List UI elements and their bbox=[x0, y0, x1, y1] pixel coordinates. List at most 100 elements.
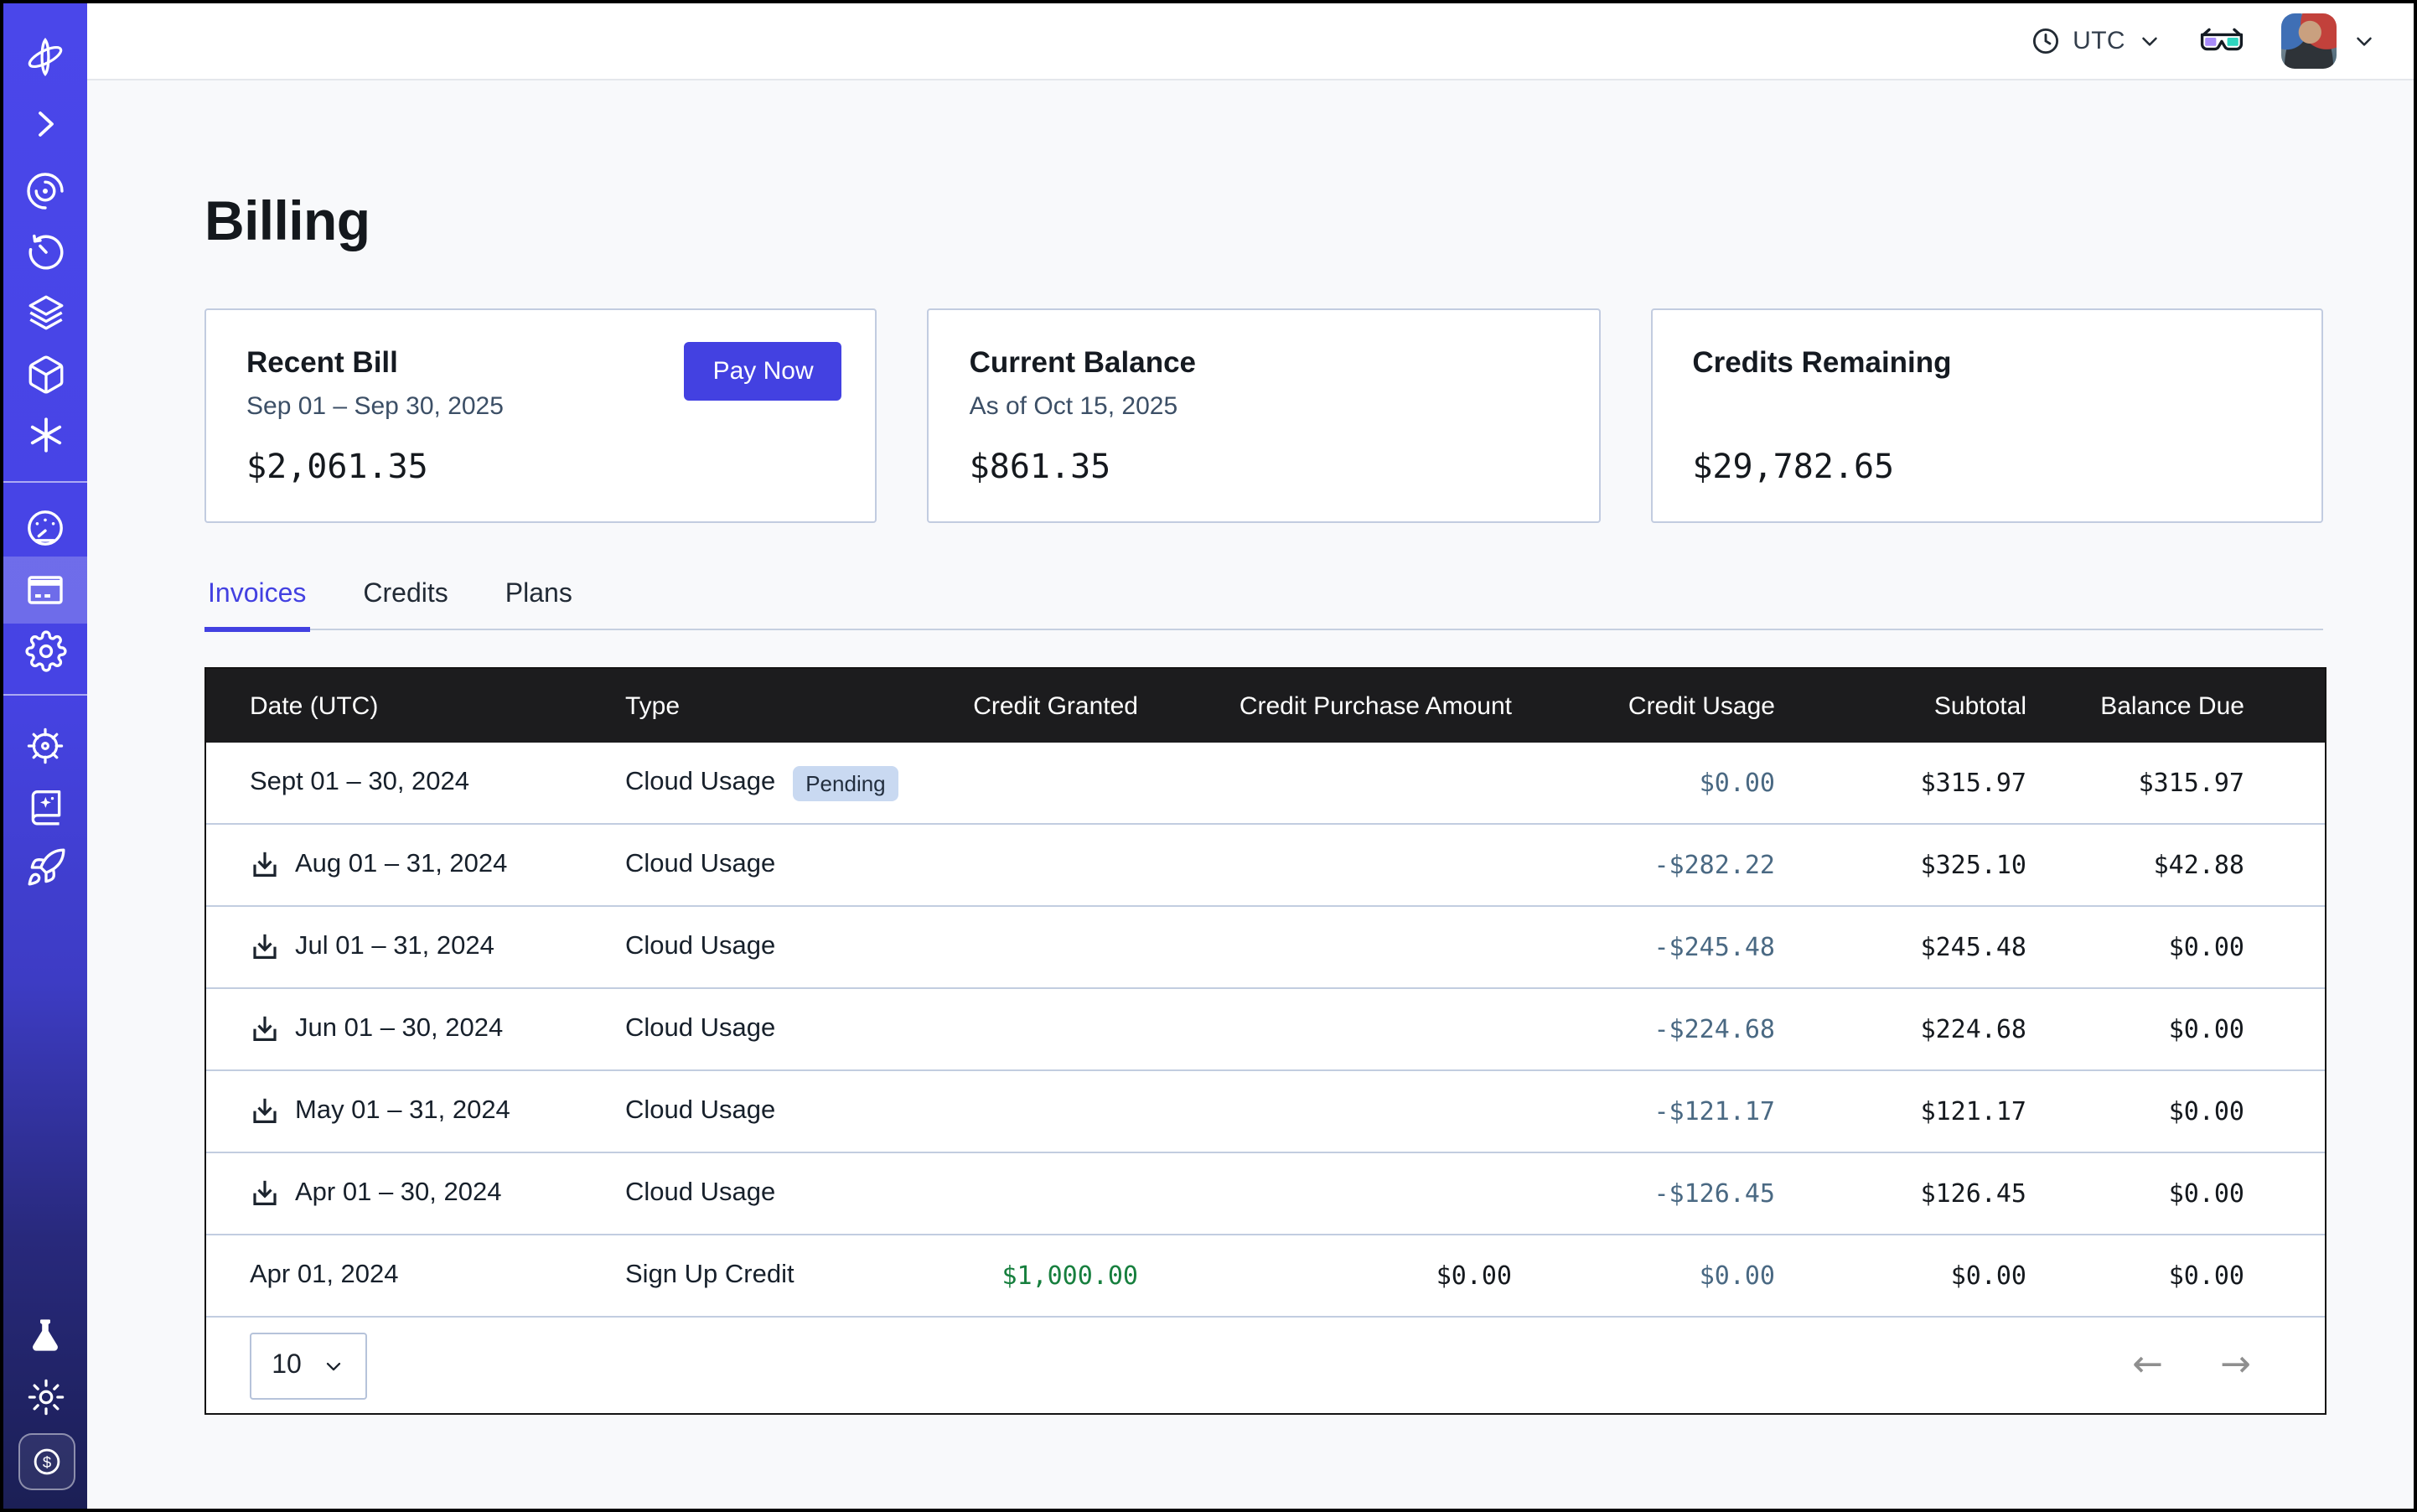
invoice-date-cell: Sept 01 – 30, 2024 bbox=[206, 768, 625, 798]
balance-due-value: $0.00 bbox=[2168, 1178, 2244, 1209]
billing-tabs: Invoices Credits Plans bbox=[204, 580, 2323, 632]
card-title: Current Balance bbox=[969, 345, 1197, 379]
brand-orbit-icon[interactable] bbox=[3, 28, 87, 85]
billing-card-icon[interactable] bbox=[3, 562, 87, 619]
page-size-value: 10 bbox=[272, 1350, 302, 1379]
invoice-type: Cloud Usage bbox=[625, 850, 776, 878]
flask-icon[interactable] bbox=[3, 1307, 87, 1364]
invoice-type: Cloud Usage bbox=[625, 1178, 776, 1207]
invoice-type-cell: Cloud Usage bbox=[625, 932, 944, 962]
history-timer-icon[interactable] bbox=[3, 223, 87, 280]
table-row: Apr 01 – 30, 2024 Cloud Usage -$126.45 $126… bbox=[206, 1153, 2325, 1235]
sidebar-divider bbox=[3, 694, 87, 696]
credit-granted-value: $1,000.00 bbox=[1001, 1261, 1138, 1291]
table-row: Jun 01 – 30, 2024 Cloud Usage -$224.68 $224… bbox=[206, 989, 2325, 1071]
balance-due-value: $0.00 bbox=[2168, 1014, 2244, 1044]
card-subtitle: As of Oct 15, 2025 bbox=[969, 392, 1178, 421]
invoice-date-cell: Jul 01 – 31, 2024 bbox=[206, 932, 625, 962]
download-invoice-icon[interactable] bbox=[250, 850, 280, 880]
table-row: Aug 01 – 31, 2024 Cloud Usage -$282.22 $325… bbox=[206, 825, 2325, 907]
col-date: Date (UTC) bbox=[250, 691, 379, 720]
table-row: Jul 01 – 31, 2024 Cloud Usage -$245.48 $245… bbox=[206, 907, 2325, 989]
subtotal-value: $126.45 bbox=[1920, 1178, 2026, 1209]
status-badge: Pending bbox=[792, 765, 899, 800]
gauge-usage-icon[interactable] bbox=[3, 500, 87, 557]
card-amount: $2,061.35 bbox=[246, 446, 428, 486]
invoice-date: Aug 01 – 31, 2024 bbox=[295, 850, 508, 878]
table-row: Sept 01 – 30, 2024 Cloud Usage Pending $0.0… bbox=[206, 743, 2325, 825]
invoice-type-cell: Sign Up Credit bbox=[625, 1261, 944, 1291]
invoice-type: Cloud Usage bbox=[625, 1014, 776, 1043]
download-invoice-icon[interactable] bbox=[250, 1178, 280, 1209]
sun-icon[interactable] bbox=[3, 1368, 87, 1425]
tab-plans[interactable]: Plans bbox=[505, 580, 572, 608]
col-credit-purchase: Credit Purchase Amount bbox=[1239, 691, 1512, 720]
settings-gear-icon[interactable] bbox=[3, 622, 87, 679]
subtotal-value: $121.17 bbox=[1920, 1096, 2026, 1126]
invoice-date: Apr 01 – 30, 2024 bbox=[295, 1178, 502, 1207]
balance-due-value: $42.88 bbox=[2153, 850, 2244, 880]
helm-wheel-icon[interactable] bbox=[3, 717, 87, 774]
invoice-date-cell: Apr 01 – 30, 2024 bbox=[206, 1178, 625, 1209]
book-sparkle-icon[interactable] bbox=[3, 778, 87, 835]
main-area: UTC Billing Recent Bill bbox=[87, 3, 2414, 1509]
subtotal-value: $315.97 bbox=[1920, 768, 2026, 798]
dollar-badge-icon[interactable]: $ bbox=[18, 1433, 75, 1490]
card-title: Recent Bill bbox=[246, 345, 398, 379]
account-menu[interactable] bbox=[2281, 13, 2377, 69]
col-balance-due: Balance Due bbox=[2100, 691, 2244, 720]
tab-invoices[interactable]: Invoices bbox=[204, 580, 309, 632]
subtotal-value: $224.68 bbox=[1920, 1014, 2026, 1044]
sidebar-active-highlight bbox=[3, 557, 87, 624]
tab-credits[interactable]: Credits bbox=[363, 580, 448, 608]
invoice-type: Sign Up Credit bbox=[625, 1261, 794, 1289]
col-subtotal: Subtotal bbox=[1933, 691, 2026, 720]
topbar: UTC bbox=[87, 3, 2414, 80]
timezone-selector[interactable]: UTC bbox=[2029, 25, 2162, 57]
table-footer: 10 ← → bbox=[206, 1318, 2325, 1413]
invoice-date-cell: Apr 01, 2024 bbox=[206, 1261, 625, 1291]
page-size-select[interactable]: 10 bbox=[250, 1332, 367, 1399]
credit-usage-value: -$245.48 bbox=[1654, 932, 1776, 962]
clock-icon bbox=[2032, 28, 2058, 54]
rocket-icon[interactable] bbox=[3, 838, 87, 895]
next-page-button[interactable]: → bbox=[2220, 1344, 2251, 1385]
chevron-down-icon bbox=[326, 1361, 340, 1370]
download-invoice-icon[interactable] bbox=[250, 1014, 280, 1044]
balance-due-value: $315.97 bbox=[2138, 768, 2244, 798]
download-invoice-icon[interactable] bbox=[250, 1096, 280, 1126]
pager: ← → bbox=[2132, 1344, 2251, 1385]
credit-purchase-value: $0.00 bbox=[1436, 1261, 1512, 1291]
table-body: Sept 01 – 30, 2024 Cloud Usage Pending $0.0… bbox=[206, 743, 2325, 1318]
invoice-type-cell: Cloud Usage bbox=[625, 1014, 944, 1044]
chevron-down-icon bbox=[2357, 37, 2372, 46]
credit-usage-value: -$282.22 bbox=[1654, 850, 1776, 880]
card-subtitle: Sep 01 – Sep 30, 2025 bbox=[246, 392, 504, 421]
sidebar-divider bbox=[3, 481, 87, 483]
invoice-date-cell: Aug 01 – 31, 2024 bbox=[206, 850, 625, 880]
recent-bill-card: Recent Bill Sep 01 – Sep 30, 2025 $2,061… bbox=[204, 308, 877, 523]
invoice-date: Jun 01 – 30, 2024 bbox=[295, 1014, 504, 1043]
download-invoice-icon[interactable] bbox=[250, 932, 280, 962]
svg-text:$: $ bbox=[43, 1453, 52, 1471]
table-row: May 01 – 31, 2024 Cloud Usage -$121.17 $121… bbox=[206, 1071, 2325, 1153]
credits-remaining-card: Credits Remaining $29,782.65 bbox=[1650, 308, 2323, 523]
invoice-type-cell: Cloud Usage bbox=[625, 850, 944, 880]
credit-usage-value: $0.00 bbox=[1699, 768, 1775, 798]
asterisk-icon[interactable] bbox=[3, 406, 87, 463]
layers-icon[interactable] bbox=[3, 283, 87, 340]
prev-page-button[interactable]: ← bbox=[2132, 1344, 2164, 1385]
avatar[interactable] bbox=[2281, 13, 2337, 69]
col-credit-usage: Credit Usage bbox=[1628, 691, 1775, 720]
3d-glasses-icon[interactable] bbox=[2199, 24, 2244, 58]
invoice-type-cell: Cloud Usage Pending bbox=[625, 765, 944, 800]
pay-now-button[interactable]: Pay Now bbox=[684, 342, 842, 401]
invoice-date: Sept 01 – 30, 2024 bbox=[250, 768, 470, 796]
chevron-right-icon[interactable] bbox=[3, 96, 87, 153]
invoice-date-cell: Jun 01 – 30, 2024 bbox=[206, 1014, 625, 1044]
content: Billing Recent Bill Sep 01 – Sep 30, 202… bbox=[87, 80, 2414, 1415]
balance-due-value: $0.00 bbox=[2168, 1261, 2244, 1291]
cube-icon[interactable] bbox=[3, 345, 87, 402]
spiral-observe-icon[interactable] bbox=[3, 163, 87, 220]
